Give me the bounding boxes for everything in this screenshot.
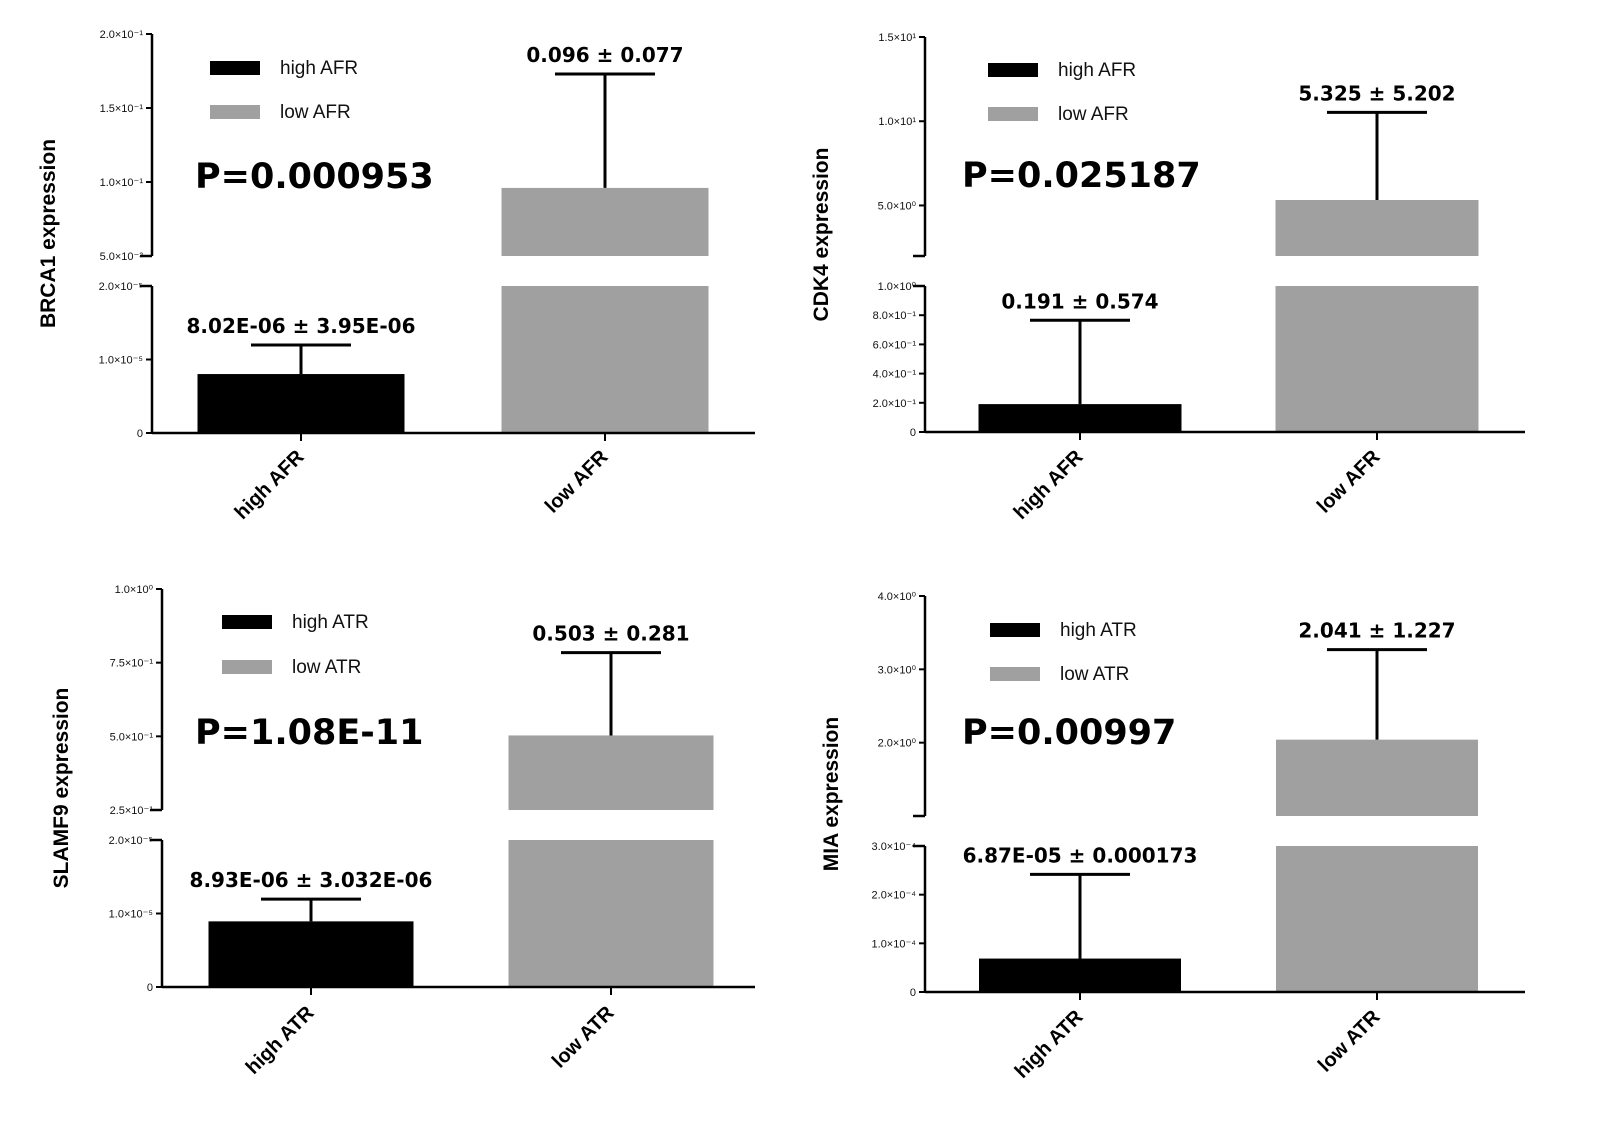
- legend-label: low ATR: [292, 657, 361, 678]
- y-tick-label: 1.0×10¹: [878, 116, 916, 128]
- data-label: 8.93E-06 ± 3.032E-06: [190, 868, 433, 892]
- panel-slamf9: 8.93E-06 ± 3.032E-06 0.503 ± 0.281 0 1.0×10…: [50, 584, 755, 1079]
- y-tick-label: 2.0×10⁻¹: [100, 29, 144, 41]
- y-tick-label: 1.0×10⁻⁵: [109, 909, 153, 921]
- y-tick-label: 3.0×10⁻⁴: [872, 841, 917, 853]
- data-label: 6.87E-05 ± 0.000173: [963, 843, 1198, 867]
- y-tick-label: 1.0×10⁰: [115, 584, 154, 596]
- bar-high: [197, 374, 405, 433]
- legend-swatch: [988, 107, 1038, 121]
- y-tick-label: 2.0×10⁻¹: [873, 398, 917, 410]
- y-tick-label: 1.0×10⁰: [878, 281, 917, 293]
- y-axis-title: SLAMF9 expression: [50, 688, 73, 889]
- y-tick-label: 2.0×10⁰: [878, 738, 917, 750]
- data-label: 5.325 ± 5.202: [1298, 81, 1455, 105]
- y-axis-title: BRCA1 expression: [37, 139, 60, 328]
- y-tick-label: 8.0×10⁻¹: [873, 310, 917, 322]
- y-tick-label: 1.0×10⁻⁵: [99, 355, 143, 367]
- x-category-label: high ATR: [1011, 1006, 1088, 1083]
- panel-brca1: 8.02E-06 ± 3.95E-06 0.096 ± 0.077 0 1.0×10⁻…: [37, 29, 755, 524]
- y-tick-label: 2.0×10⁻⁵: [109, 835, 153, 847]
- bar-high: [979, 958, 1181, 992]
- y-tick-label: 0: [910, 427, 916, 439]
- x-category-label: high AFR: [1010, 446, 1088, 524]
- p-value: P=0.025187: [962, 156, 1201, 196]
- y-tick-label: 1.0×10⁻⁴: [872, 938, 917, 950]
- y-tick-label: 0: [910, 987, 916, 999]
- y-tick-label: 1.5×10⁻¹: [100, 103, 144, 115]
- y-tick-label: 3.0×10⁰: [878, 664, 917, 676]
- x-category-label: high ATR: [242, 1002, 319, 1079]
- x-category-label: low ATR: [548, 1002, 619, 1073]
- y-tick-label: 5.0×10⁻¹: [110, 731, 154, 743]
- x-category-label: low AFR: [1313, 446, 1385, 518]
- legend-swatch: [210, 61, 260, 75]
- y-tick-label: 4.0×10⁰: [878, 591, 917, 603]
- bar-low-lower: [1275, 286, 1479, 432]
- bar-low-upper: [1275, 199, 1479, 256]
- bar-high: [978, 404, 1182, 432]
- panel-mia: 6.87E-05 ± 0.000173 2.041 ± 1.227 0 1.0×10⁻…: [820, 591, 1525, 1083]
- x-category-label: low ATR: [1314, 1006, 1385, 1077]
- bar-low-upper: [1276, 739, 1478, 816]
- legend-label: high ATR: [292, 612, 369, 633]
- y-axis-title: CDK4 expression: [810, 148, 833, 322]
- legend-label: high ATR: [1060, 620, 1137, 641]
- legend-swatch: [210, 105, 260, 119]
- y-tick-label: 5.0×10⁰: [878, 200, 917, 212]
- y-tick-label: 7.5×10⁻¹: [110, 658, 154, 670]
- legend-swatch: [990, 667, 1040, 681]
- legend-label: low ATR: [1060, 664, 1129, 685]
- y-axis-title: MIA expression: [820, 717, 843, 871]
- bar-low-lower: [508, 840, 714, 987]
- y-tick-label: 2.0×10⁻⁴: [872, 890, 917, 902]
- y-tick-label: 0: [147, 982, 153, 994]
- legend-label: high AFR: [280, 58, 358, 79]
- p-value: P=1.08E-11: [195, 713, 423, 753]
- bar-high: [208, 921, 414, 987]
- y-tick-label: 5.0×10⁻²: [100, 251, 144, 263]
- y-tick-label: 1.0×10⁻¹: [100, 177, 144, 189]
- legend-label: low AFR: [1058, 104, 1129, 125]
- x-category-label: high AFR: [231, 446, 309, 524]
- y-tick-label: 0: [137, 428, 143, 440]
- data-label: 2.041 ± 1.227: [1298, 619, 1455, 643]
- y-tick-label: 2.5×10⁻¹: [110, 805, 154, 817]
- bar-low-lower: [1276, 846, 1478, 992]
- legend-swatch: [222, 615, 272, 629]
- data-label: 8.02E-06 ± 3.95E-06: [187, 314, 416, 338]
- x-category-label: low AFR: [541, 446, 613, 518]
- legend-swatch: [988, 63, 1038, 77]
- legend-swatch: [990, 623, 1040, 637]
- y-tick-label: 4.0×10⁻¹: [873, 369, 917, 381]
- y-tick-label: 1.5×10¹: [878, 32, 916, 44]
- y-tick-label: 6.0×10⁻¹: [873, 339, 917, 351]
- bar-low-lower: [501, 286, 709, 433]
- data-label: 0.503 ± 0.281: [532, 622, 689, 646]
- legend-label: high AFR: [1058, 60, 1136, 81]
- p-value: P=0.00997: [962, 713, 1176, 753]
- bar-low-upper: [508, 735, 714, 810]
- p-value: P=0.000953: [195, 157, 434, 197]
- data-label: 0.096 ± 0.077: [526, 43, 683, 67]
- legend-swatch: [222, 660, 272, 674]
- y-tick-label: 2.0×10⁻⁵: [99, 281, 143, 293]
- bar-low-upper: [501, 187, 709, 256]
- panel-cdk4: 0.191 ± 0.574 5.325 ± 5.202 0 2.0×10⁻¹ 4.0×1…: [810, 32, 1525, 524]
- data-label: 0.191 ± 0.574: [1001, 289, 1158, 313]
- legend-label: low AFR: [280, 102, 351, 123]
